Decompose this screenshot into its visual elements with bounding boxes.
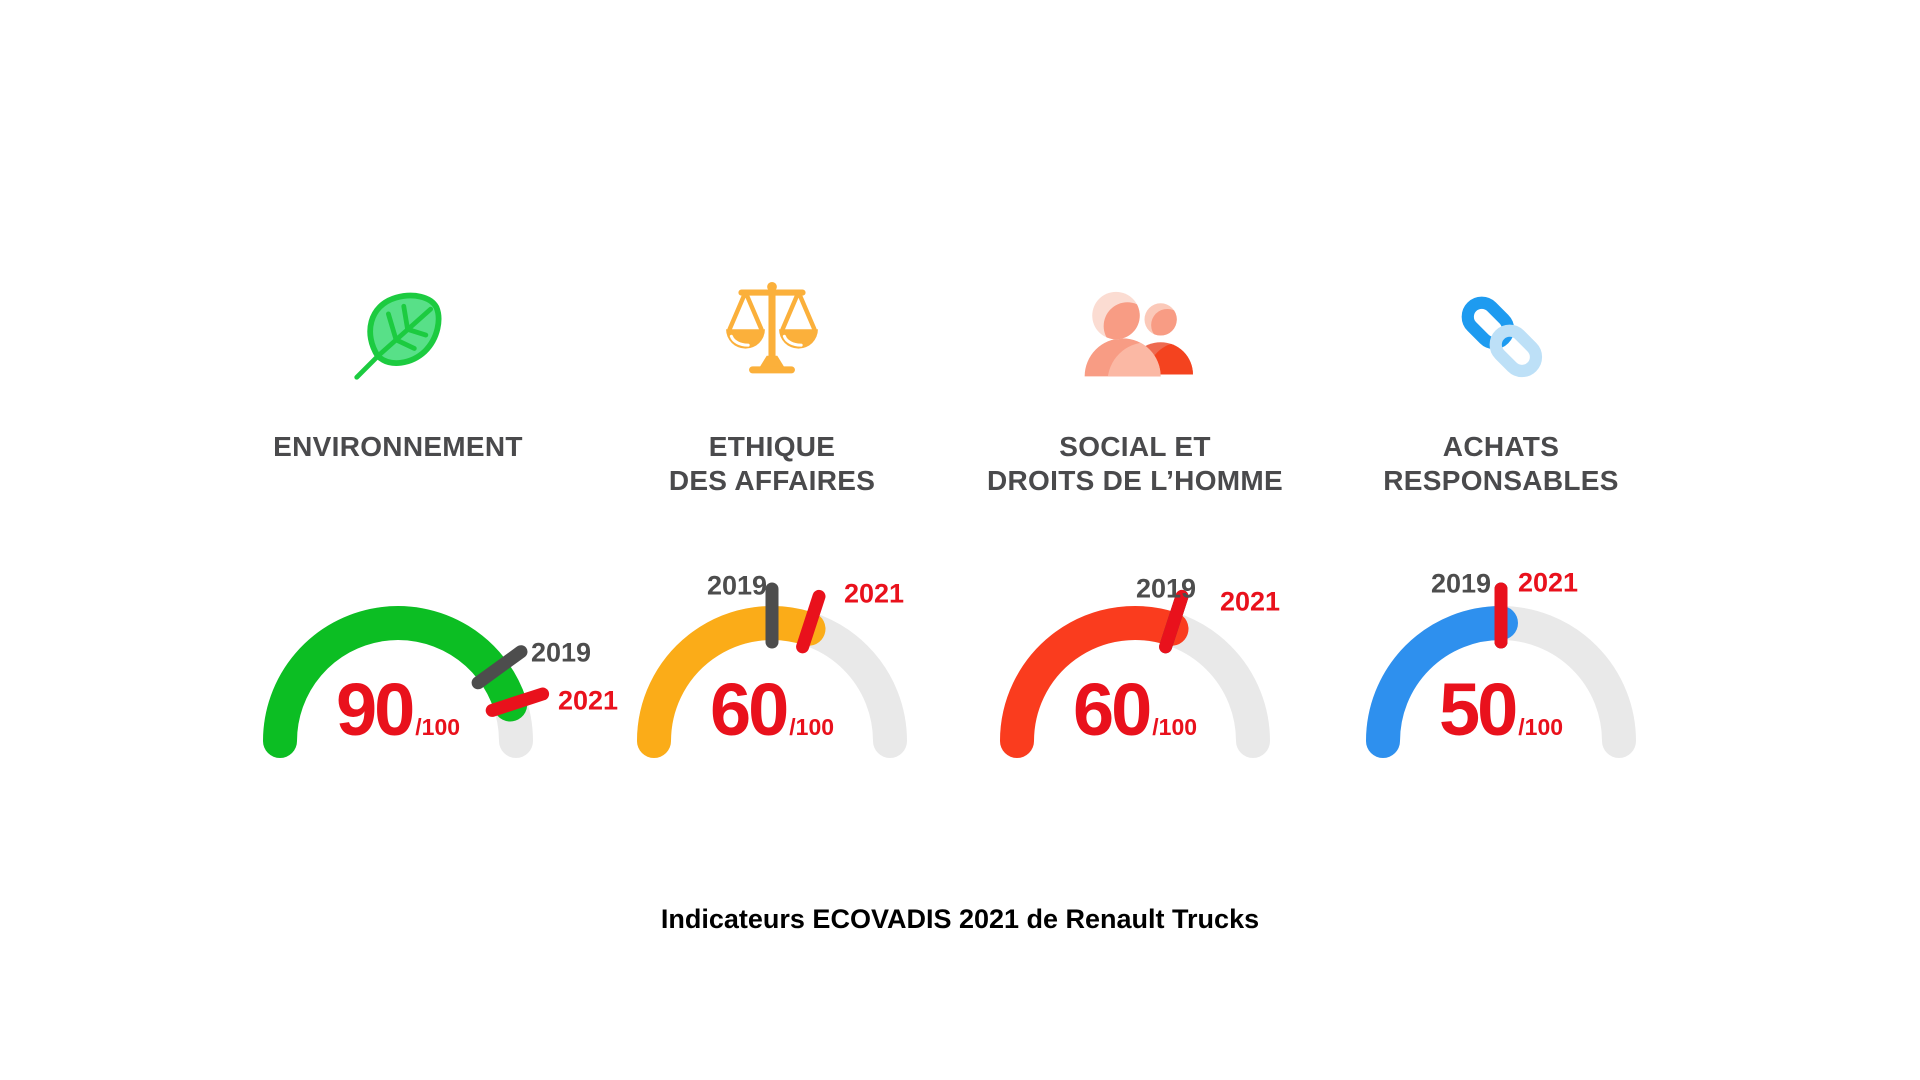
category-label: ACHATS RESPONSABLES <box>1271 430 1731 498</box>
year-2019-label: 2019 <box>706 570 768 601</box>
score-denominator: /100 <box>789 714 835 740</box>
score-number: 60 <box>1072 668 1152 751</box>
gauge-arc <box>637 582 907 758</box>
score-denominator: /100 <box>415 714 461 740</box>
gauge-social-droits-homme: 2019 2021 60/100 <box>965 573 1305 773</box>
category-achats-responsables: ACHATS RESPONSABLES 2019 2021 50/100 <box>1331 0 1671 1080</box>
year-2021-label: 2021 <box>843 578 905 609</box>
gauge-arc <box>1000 589 1270 758</box>
leaf-icon <box>228 276 568 384</box>
year-2019-label: 2019 <box>1430 568 1492 599</box>
category-label: SOCIAL ET DROITS DE L’HOMME <box>905 430 1365 498</box>
gauge-arc <box>1366 582 1636 758</box>
score-denominator: /100 <box>1518 714 1564 740</box>
caption: Indicateurs ECOVADIS 2021 de Renault Tru… <box>660 904 1260 934</box>
category-label-line1: ENVIRONNEMENT <box>273 431 523 462</box>
gauge-environnement: 2019 2021 90/100 <box>228 573 618 773</box>
scales-icon <box>602 276 942 384</box>
category-environnement: ENVIRONNEMENT 2019 2021 90/100 <box>228 0 618 1080</box>
year-2021-label: 2021 <box>1517 567 1579 598</box>
score-number: 50 <box>1438 668 1518 751</box>
category-label-line1: ETHIQUE <box>708 431 836 462</box>
category-label-line2: DES AFFAIRES <box>668 465 876 496</box>
year-2021-label: 2021 <box>557 685 619 716</box>
year-2019-label: 2019 <box>530 637 592 668</box>
category-label-line1: SOCIAL ET <box>1059 431 1211 462</box>
gauge-achats-responsables: 2019 2021 50/100 <box>1331 567 1671 773</box>
category-social-droits-homme: SOCIAL ET DROITS DE L’HOMME 2019 2021 60… <box>965 0 1305 1080</box>
score-denominator: /100 <box>1152 714 1198 740</box>
category-ethique-des-affaires: ETHIQUE DES AFFAIRES 2019 2021 60/100 <box>602 0 942 1080</box>
category-label-line2: DROITS DE L’HOMME <box>987 465 1283 496</box>
score-value: 60/100 <box>602 673 942 747</box>
gauge-arc <box>263 606 550 758</box>
score-value: 50/100 <box>1331 673 1671 747</box>
category-label: ETHIQUE DES AFFAIRES <box>542 430 1002 498</box>
score-value: 60/100 <box>965 673 1305 747</box>
category-label-line2: RESPONSABLES <box>1383 465 1619 496</box>
gauge-ethique-des-affaires: 2019 2021 60/100 <box>602 570 942 773</box>
score-number: 60 <box>709 668 789 751</box>
score-number: 90 <box>335 668 415 751</box>
category-label-line1: ACHATS <box>1442 431 1560 462</box>
year-2019-label: 2019 <box>1135 573 1197 604</box>
score-value: 90/100 <box>228 673 568 747</box>
link-icon <box>1331 276 1671 384</box>
year-2021-label: 2021 <box>1219 586 1281 617</box>
category-label: ENVIRONNEMENT <box>168 430 628 464</box>
people-icon <box>965 276 1305 384</box>
